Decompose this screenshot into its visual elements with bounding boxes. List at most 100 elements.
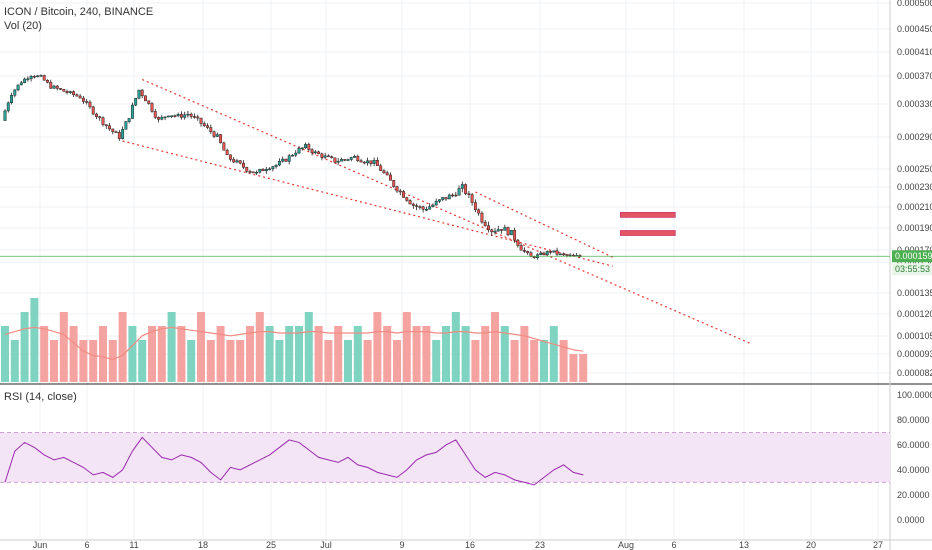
candlesticks [3, 74, 582, 260]
rsi-tick-label: 80.0000 [897, 415, 930, 425]
candle-body [114, 131, 118, 133]
candle-body [160, 116, 164, 120]
candle-body [483, 221, 487, 226]
candle-body [81, 97, 85, 102]
time-tick-label: 18 [198, 540, 208, 550]
volume-bar [520, 326, 529, 382]
candle-body [424, 208, 428, 211]
volume-bar [157, 326, 166, 382]
candle-body [95, 113, 98, 117]
volume-bar [304, 312, 313, 382]
candle-body [542, 252, 546, 256]
candle-body [235, 160, 239, 163]
price-axis[interactable]: 0.0005000 0.0004500 0.0004100 0.0003700 0.00… [897, 0, 932, 525]
volume-bar [118, 312, 127, 382]
candle-body [313, 151, 317, 154]
candle-body [346, 159, 350, 161]
volume-bar [324, 340, 333, 382]
candle-body [490, 229, 494, 233]
time-axis[interactable]: Jun 6 11 18 25 Jul 9 16 23 Aug 6 13 20 27 [33, 540, 883, 550]
volume-bar [461, 326, 470, 382]
candle-body [196, 116, 200, 119]
candle-body [189, 113, 193, 117]
volume-bar [265, 326, 274, 382]
candle-body [23, 78, 27, 83]
candle-body [193, 116, 196, 118]
time-tick-label: 6 [671, 540, 676, 550]
candle-body [411, 203, 415, 206]
price-tick-label: 0.0003700 [897, 71, 932, 81]
candle-body [297, 148, 301, 154]
rsi-tick-label: 40.0000 [897, 465, 930, 475]
wedge-upper-line [475, 191, 613, 258]
time-tick-label: Jun [33, 540, 48, 550]
candle-body [127, 118, 131, 122]
volume-bar [393, 340, 401, 382]
candle-body [434, 201, 438, 206]
candle-body [340, 159, 343, 162]
channel-lower-line [122, 140, 613, 267]
candle-body [320, 153, 324, 158]
candle-body [317, 151, 321, 155]
volume-bar [128, 326, 137, 382]
candle-body [202, 123, 206, 126]
time-tick-label: 9 [399, 540, 404, 550]
candle-body [121, 129, 125, 139]
candle-body [166, 115, 170, 118]
candle-body [62, 89, 66, 92]
symbol-legend[interactable]: ICON / Bitcoin, 240, BINANCE [4, 6, 154, 18]
time-tick-label: 11 [129, 540, 138, 550]
candle-body [398, 190, 402, 193]
price-tick-label: 0.0000930 [897, 349, 932, 359]
candle-body [108, 125, 111, 130]
candle-body [75, 94, 79, 97]
rsi-panel [0, 431, 890, 486]
candle-body [3, 110, 7, 121]
candle-body [552, 250, 556, 253]
volume-bar [500, 326, 509, 382]
candle-body [287, 155, 291, 162]
volume-bar [50, 340, 58, 382]
rsi-legend[interactable]: RSI (14, close) [4, 391, 77, 403]
candle-body [199, 117, 203, 124]
volume-bar [20, 312, 29, 382]
candle-body [493, 230, 497, 233]
countdown-value: 03:55:53 [895, 264, 930, 274]
price-tag-value: 0.0001596 [895, 251, 932, 261]
candle-body [284, 158, 288, 162]
candle-body [157, 117, 160, 120]
volume-bar [471, 340, 480, 382]
candle-body [248, 170, 252, 173]
candle-body [565, 254, 569, 256]
volume-bar [187, 340, 196, 382]
candle-body [330, 156, 334, 159]
volume-bar [314, 326, 323, 382]
candle-body [46, 79, 49, 83]
candle-body [19, 82, 23, 86]
candle-body [117, 132, 121, 139]
candle-body [385, 172, 389, 176]
candle-body [464, 184, 468, 194]
price-tick-label: 0.0002900 [897, 132, 932, 142]
candle-body [300, 147, 304, 150]
candle-body [281, 158, 285, 162]
candle-body [251, 171, 255, 174]
candle-body [186, 113, 190, 116]
candle-body [209, 127, 213, 133]
candle-body [526, 251, 530, 254]
time-tick-label: Jul [320, 540, 332, 550]
volume-bar [197, 312, 205, 382]
volume-bar [167, 312, 176, 382]
volume-legend[interactable]: Vol (20) [4, 20, 42, 32]
candle-body [467, 193, 471, 195]
volume-bar [255, 312, 264, 382]
volume-bar [148, 326, 156, 382]
candle-body [163, 116, 167, 119]
volume-bar [89, 340, 98, 382]
volume-bars [1, 298, 588, 382]
candle-body [255, 171, 258, 174]
candle-body [477, 209, 481, 214]
volume-bar [1, 326, 9, 382]
candle-body [101, 117, 105, 125]
